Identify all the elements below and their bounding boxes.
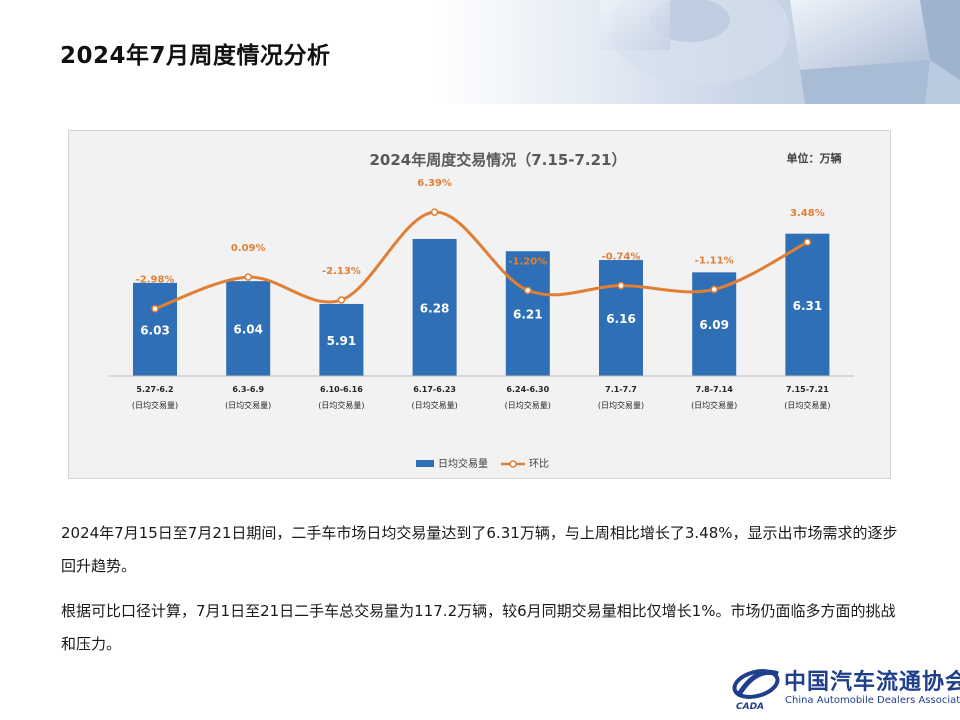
chart-title: 2024年周度交易情况（7.15-7.21）: [370, 151, 627, 169]
bar-value-label: 6.16: [606, 312, 636, 326]
bar-value-label: 6.21: [513, 308, 543, 322]
x-axis-labels: 5.27-6.2 (日均交易量) 6.3-6.9 (日均交易量) 6.10-6.16 (日…: [132, 385, 831, 410]
mom-value-label: 6.39%: [417, 178, 452, 189]
bar-7.1-7.7: [599, 260, 643, 376]
logo-english-name: China Automobile Dealers Association: [785, 695, 960, 706]
bar-5.27-6.2: [133, 282, 177, 376]
mom-value-label: -1.20%: [508, 256, 547, 267]
legend-line-marker: [509, 460, 517, 468]
bar-7.15-7.21: [785, 233, 830, 376]
x-tick-label: 6.10-6.16: [320, 385, 363, 394]
bar-6.10-6.16: [319, 303, 364, 376]
legend-bar-label: 日均交易量: [438, 457, 488, 470]
bar-value-label: 6.28: [420, 301, 450, 315]
bars-layer: 6.03 6.04 5.91 6.28 6.21 6.16 6.09 6.31: [133, 233, 830, 376]
analysis-paragraph-1: 2024年7月15日至7月21日期间，二手车市场日均交易量达到了6.31万辆，与…: [61, 524, 898, 575]
legend-line-label: 环比: [529, 458, 549, 470]
bar-value-label: 5.91: [327, 334, 357, 348]
x-tick-label: 5.27-6.2: [136, 385, 173, 394]
bar-value-label: 6.04: [233, 323, 263, 337]
cada-mark-text: CADA: [736, 702, 764, 712]
x-tick-sublabel: (日均交易量): [691, 400, 737, 410]
legend-bar-swatch: [416, 460, 434, 467]
x-tick-sublabel: (日均交易量): [598, 400, 644, 410]
mom-point: [617, 281, 625, 290]
logo-chinese-name: 中国汽车流通协会: [784, 669, 960, 695]
bar-6.17-6.23: [412, 238, 457, 376]
header-decoration: [600, 0, 960, 104]
bar-value-label: 6.31: [793, 299, 823, 313]
x-tick-sublabel: (日均交易量): [411, 400, 457, 410]
x-tick-label: 6.17-6.23: [413, 385, 456, 394]
cada-emblem-icon: CADA: [732, 669, 780, 712]
x-tick-sublabel: (日均交易量): [132, 400, 178, 410]
mom-point: [710, 285, 718, 294]
bar-6.3-6.9: [226, 281, 271, 376]
mom-point: [151, 304, 159, 313]
bar-value-label: 6.03: [140, 323, 170, 337]
header-band: [0, 0, 960, 104]
x-tick-label: 6.3-6.9: [232, 385, 264, 394]
mom-value-label: 0.09%: [231, 243, 266, 254]
x-tick-label: 7.8-7.14: [696, 385, 734, 394]
x-tick-label: 7.1-7.7: [605, 385, 637, 394]
mom-point: [337, 296, 346, 304]
chart-unit: 单位：万辆: [787, 151, 842, 165]
analysis-paragraph-2: 根据可比口径计算，7月1日至21日二手车总交易量为117.2万辆，较6月同期交易…: [61, 602, 896, 653]
chart-frame: 2024年周度交易情况（7.15-7.21） 单位：万辆 6.03 6.04 5.9…: [68, 130, 891, 479]
page-title: 2024年7月周度情况分析: [60, 43, 331, 69]
legend: 日均交易量 环比: [416, 457, 549, 470]
mom-value-label: -1.11%: [695, 255, 734, 266]
bar-6.24-6.30: [505, 251, 550, 376]
mom-value-label: 3.48%: [790, 208, 825, 219]
x-tick-sublabel: (日均交易量): [318, 400, 364, 410]
mom-point: [430, 208, 439, 216]
mom-point: [803, 238, 812, 246]
mom-series-line: [153, 210, 809, 311]
mom-value-label: -2.98%: [136, 275, 175, 286]
mom-point: [524, 286, 532, 295]
mom-value-label: -0.74%: [602, 252, 641, 263]
weekly-trade-chart: 2024年周度交易情况（7.15-7.21） 单位：万辆 6.03 6.04 5.9…: [109, 151, 854, 470]
cada-logo: CADA 中国汽车流通协会 China Automobile Dealers A…: [730, 660, 960, 715]
x-tick-sublabel: (日均交易量): [505, 400, 551, 410]
x-tick-sublabel: (日均交易量): [784, 400, 830, 410]
x-tick-sublabel: (日均交易量): [225, 400, 271, 410]
bar-value-label: 6.09: [699, 318, 729, 332]
mom-value-label: -2.13%: [322, 266, 361, 277]
x-tick-label: 7.15-7.21: [786, 385, 829, 394]
x-tick-label: 6.24-6.30: [506, 385, 549, 394]
mom-point: [244, 273, 252, 281]
mom-points-layer: -2.98% 0.09% -2.13% 6.39% -1.20% -0.74% -1.11%…: [136, 178, 825, 313]
